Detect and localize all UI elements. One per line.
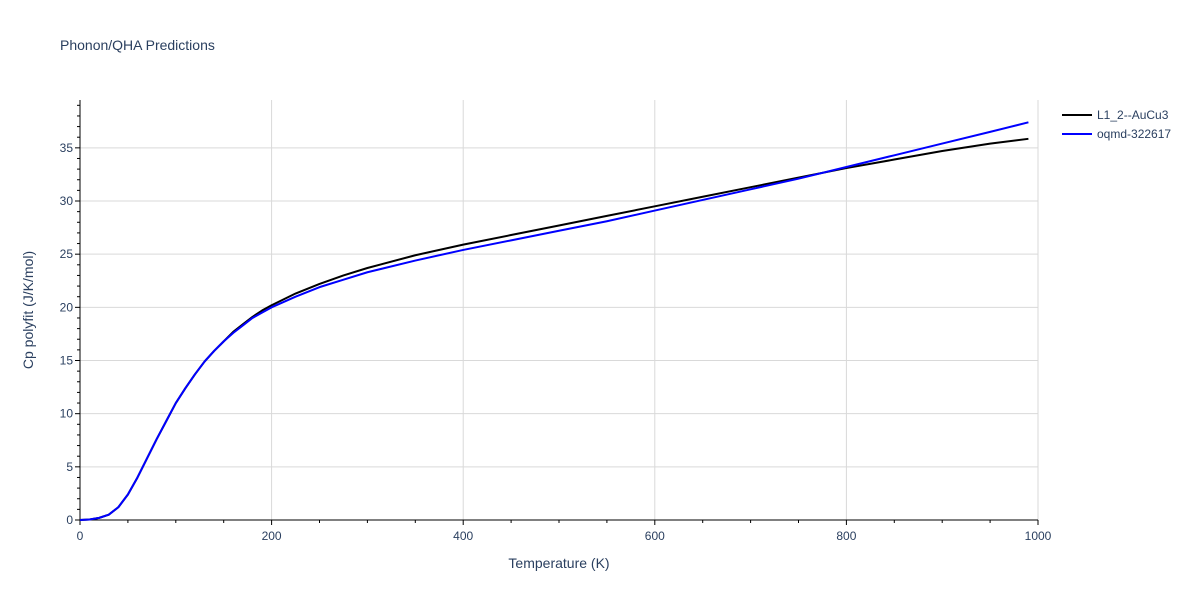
y-tick-label: 30 bbox=[60, 194, 74, 208]
chart-title: Phonon/QHA Predictions bbox=[60, 37, 215, 53]
y-tick-label: 0 bbox=[66, 513, 73, 527]
y-tick-label: 20 bbox=[60, 300, 74, 314]
x-axis-title: Temperature (K) bbox=[508, 555, 609, 571]
y-axis-title: Cp polyfit (J/K/mol) bbox=[20, 251, 36, 369]
axes-layer: 0 200 400 600 800 1000 0 5 10 15 20 25 30 35 bbox=[60, 100, 1052, 543]
x-tick-label: 1000 bbox=[1025, 529, 1052, 543]
series-line-1 bbox=[79, 137, 1029, 521]
y-tick-label: 5 bbox=[66, 460, 73, 474]
series-layer bbox=[79, 121, 1029, 521]
x-tick-label: 400 bbox=[453, 529, 473, 543]
grid-layer bbox=[80, 100, 1039, 520]
legend: L1_2--AuCu3 oqmd-322617 bbox=[1062, 108, 1171, 141]
x-tick-label: 800 bbox=[836, 529, 856, 543]
y-tick-label: 10 bbox=[60, 407, 74, 421]
x-tick-label: 0 bbox=[77, 529, 84, 543]
legend-label-2: oqmd-322617 bbox=[1097, 127, 1171, 141]
series-line-2 bbox=[79, 121, 1029, 521]
x-tick-label: 200 bbox=[262, 529, 282, 543]
legend-label-1: L1_2--AuCu3 bbox=[1097, 108, 1169, 122]
y-tick-label: 35 bbox=[60, 141, 74, 155]
x-tick-label: 600 bbox=[645, 529, 665, 543]
y-tick-label: 25 bbox=[60, 247, 74, 261]
y-tick-label: 15 bbox=[60, 354, 74, 368]
